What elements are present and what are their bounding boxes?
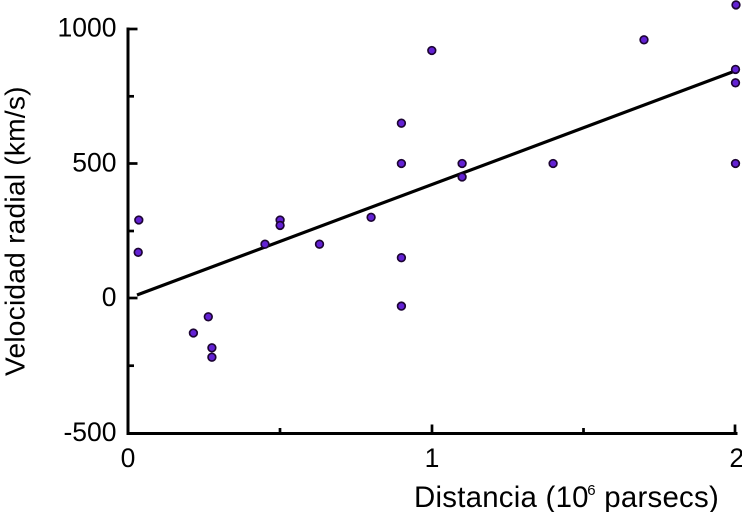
svg-text:2: 2 [729, 443, 742, 473]
svg-text:Velocidad radial (km/s): Velocidad radial (km/s) [0, 86, 31, 376]
svg-text:Distancia (106 parsecs): Distancia (106 parsecs) [414, 481, 719, 512]
svg-text:0: 0 [102, 282, 117, 312]
svg-text:0: 0 [121, 443, 136, 473]
svg-text:1: 1 [425, 443, 440, 473]
svg-text:1000: 1000 [58, 12, 117, 42]
svg-text:500: 500 [72, 147, 116, 177]
svg-text:-500: -500 [63, 417, 116, 447]
